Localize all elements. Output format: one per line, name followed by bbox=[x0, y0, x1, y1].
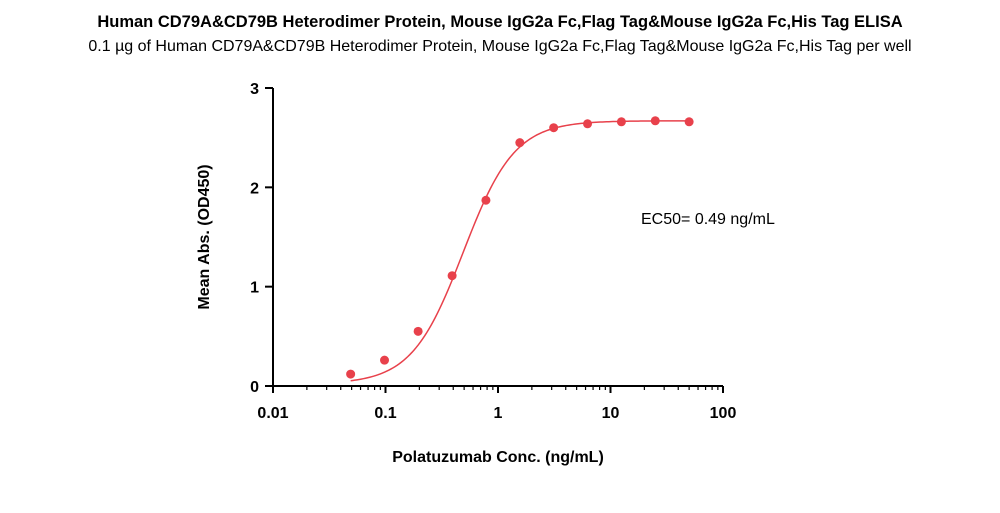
data-point bbox=[413, 326, 423, 336]
data-point bbox=[447, 271, 457, 281]
y-tick-label: 3 bbox=[250, 81, 259, 98]
data-point bbox=[583, 119, 593, 129]
y-axis-title: Mean Abs. (OD450) bbox=[196, 164, 213, 309]
x-tick-label: 1 bbox=[494, 405, 503, 422]
data-point bbox=[346, 369, 356, 379]
x-axis-ticks: 0.01 0.1 1 10 100 bbox=[257, 386, 736, 422]
x-tick-label: 0.1 bbox=[374, 405, 396, 422]
data-point bbox=[650, 116, 660, 126]
data-points bbox=[346, 116, 694, 379]
data-point bbox=[684, 117, 694, 127]
axes bbox=[272, 88, 723, 387]
y-tick-label: 1 bbox=[250, 280, 259, 297]
x-tick-label: 10 bbox=[602, 405, 620, 422]
data-point bbox=[616, 117, 626, 127]
chart-subtitle: 0.1 µg of Human CD79A&CD79B Heterodimer … bbox=[88, 38, 912, 55]
x-tick-label: 100 bbox=[710, 405, 737, 422]
chart-title: Human CD79A&CD79B Heterodimer Protein, M… bbox=[97, 13, 903, 31]
y-tick-label: 2 bbox=[250, 180, 259, 197]
data-point bbox=[549, 123, 559, 133]
y-tick-label: 0 bbox=[250, 379, 259, 396]
ec50-annotation: EC50= 0.49 ng/mL bbox=[641, 211, 775, 228]
x-axis-title: Polatuzumab Conc. (ng/mL) bbox=[392, 449, 604, 466]
y-axis-ticks: 0 1 2 3 bbox=[250, 81, 273, 396]
data-point bbox=[515, 138, 525, 148]
data-point bbox=[481, 195, 491, 205]
x-tick-label: 0.01 bbox=[257, 405, 288, 422]
fit-curve bbox=[350, 120, 690, 382]
data-point bbox=[380, 355, 390, 365]
